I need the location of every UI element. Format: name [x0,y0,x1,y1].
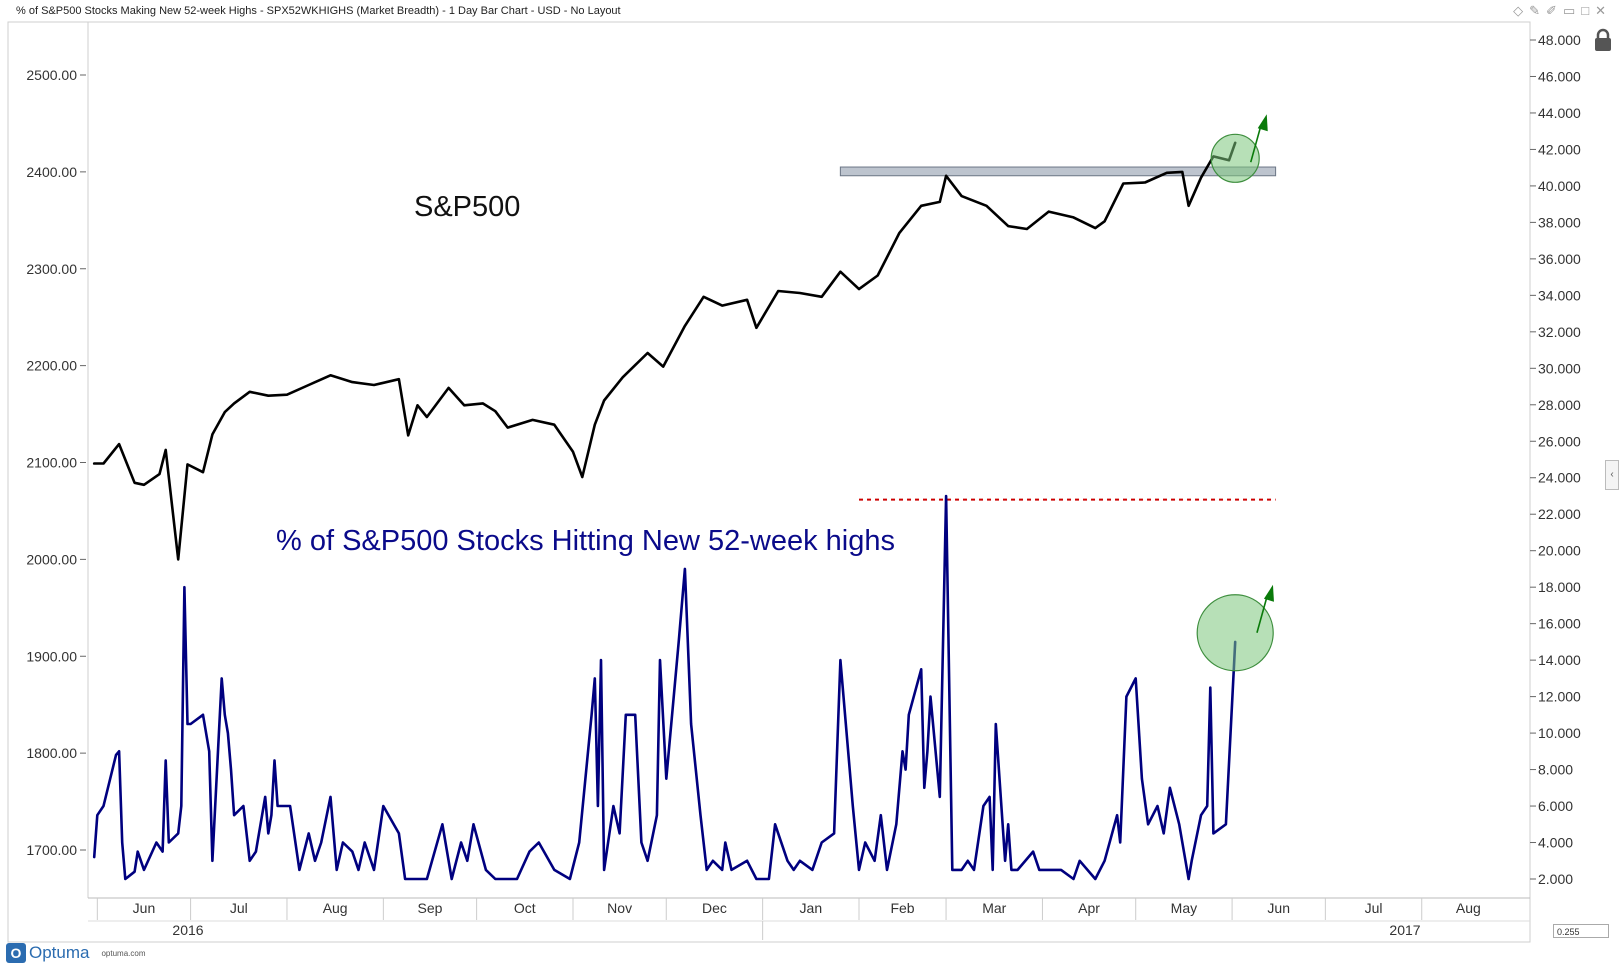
left-axis-tick-label: 1900.00 [26,648,77,664]
month-label: Oct [514,900,536,916]
right-axis-tick-label: 14.000 [1538,652,1581,668]
up-arrow-shaft [1256,596,1268,633]
highlight-circle [1210,133,1260,183]
month-label: Aug [323,900,348,916]
year-label: 2016 [172,922,203,938]
right-axis-tick-label: 38.000 [1538,214,1581,230]
left-axis-tick-label: 2200.00 [26,358,77,374]
left-axis: 2500.00 2400.00 2300.00 2200.00 2100.00 2000.… [26,22,89,898]
maximize-icon[interactable]: □ [1581,3,1596,18]
right-axis-tick-label: 30.000 [1538,360,1581,376]
month-label: Jul [230,900,248,916]
month-label: Apr [1078,900,1100,916]
right-axis-tick-label: 40.000 [1538,178,1581,194]
title-bar: % of S&P500 Stocks Making New 52-week Hi… [0,0,1620,22]
right-axis-tick-label: 28.000 [1538,397,1581,413]
logo-url: optuma.com [101,948,146,958]
panel-collapse-button[interactable]: ‹ [1605,460,1619,490]
month-label: Jun [1267,900,1290,916]
logo-name: Optuma [29,943,90,962]
left-axis-tick-label: 1800.00 [26,745,77,761]
close-icon[interactable]: ✕ [1595,3,1612,18]
highlight-circle [1196,594,1274,672]
minimize-icon[interactable]: ▭ [1562,3,1582,18]
lock-icon[interactable] [1592,28,1614,52]
chart-frame [7,21,1531,943]
spx-series-line [92,141,1237,561]
month-label: Feb [890,900,914,916]
month-label: Aug [1456,900,1481,916]
right-axis: 48.000 46.000 44.000 42.000 40.000 38.000 36.0… [1529,22,1581,898]
month-label: Jul [1365,900,1383,916]
left-axis-tick-label: 2100.00 [26,455,77,471]
annotations [839,166,1277,501]
month-label: May [1171,900,1197,916]
year-label: 2017 [1389,922,1420,938]
right-axis-tick-label: 34.000 [1538,287,1581,303]
right-axis-tick-label: 2.000 [1538,871,1573,887]
diamond-icon[interactable]: ◇ [1513,3,1530,18]
left-axis-tick-label: 1700.00 [26,842,77,858]
window-title: % of S&P500 Stocks Making New 52-week Hi… [16,5,621,17]
right-axis-tick-label: 46.000 [1538,68,1581,84]
right-axis-tick-label: 42.000 [1538,141,1581,157]
overlays [1196,114,1274,672]
breadth-label: % of S&P500 Stocks Hitting New 52-week h… [276,525,895,557]
right-axis-tick-label: 44.000 [1538,105,1581,121]
breadth-series-line [92,494,1237,881]
right-axis-tick-label: 48.000 [1538,32,1581,48]
up-arrow-shaft [1249,125,1262,163]
pin-icon[interactable]: ✎ [1529,3,1547,18]
spx-label: S&P500 [414,191,520,223]
right-axis-tick-label: 20.000 [1538,543,1581,559]
month-label: Sep [418,900,443,916]
left-axis-tick-label: 2500.00 [26,67,77,83]
right-axis-tick-label: 12.000 [1538,689,1581,705]
month-label: Mar [982,900,1006,916]
right-axis-tick-label: 8.000 [1538,762,1573,778]
right-axis-tick-label: 22.000 [1538,506,1581,522]
pencil-icon[interactable]: ✐ [1546,3,1563,18]
month-label: Dec [702,900,727,916]
month-label: Jun [133,900,156,916]
right-axis-tick-label: 4.000 [1538,835,1573,851]
left-axis-tick-label: 2000.00 [26,551,77,567]
scale-readout[interactable]: 0.255 [1553,924,1609,938]
logo-icon: O [6,943,26,963]
up-arrow-head [1257,114,1268,132]
left-axis-tick-label: 2400.00 [26,164,77,180]
month-label: Nov [607,900,632,916]
footer-logo: O Optuma optuma.com [6,942,146,964]
right-axis-tick-label: 24.000 [1538,470,1581,486]
right-axis-tick-label: 26.000 [1538,433,1581,449]
right-axis-tick-label: 32.000 [1538,324,1581,340]
month-label: Jan [800,900,823,916]
window-tools: ◇✎✐▭□✕ [1513,0,1612,22]
right-axis-tick-label: 36.000 [1538,251,1581,267]
right-axis-tick-label: 10.000 [1538,725,1581,741]
right-axis-tick-label: 18.000 [1538,579,1581,595]
left-axis-tick-label: 2300.00 [26,261,77,277]
up-arrow-head [1263,584,1274,602]
bottom-axis: Jun Jul Aug Sep Oct Nov Dec Jan Feb Mar Apr May Jun J… [88,897,1530,940]
right-axis-tick-label: 16.000 [1538,616,1581,632]
resistance-band [839,166,1277,177]
right-axis-tick-label: 6.000 [1538,798,1573,814]
